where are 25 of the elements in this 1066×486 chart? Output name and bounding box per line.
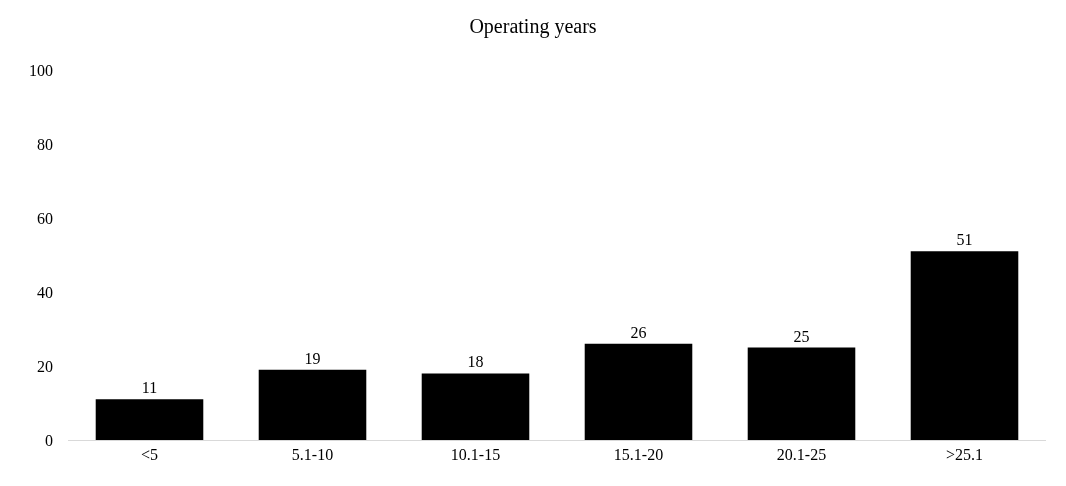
y-tick-label: 100 [29,61,53,79]
x-tick-label: 5.1-10 [291,446,334,464]
bar [95,399,204,440]
y-tick-label: 40 [37,283,53,301]
bar [910,251,1019,440]
data-label: 25 [793,327,810,345]
y-tick-label: 80 [37,135,53,153]
x-tick-label: <5 [140,446,159,464]
y-tick-label: 60 [37,209,53,227]
bar [747,347,856,440]
bar [421,373,530,440]
bar [584,343,693,440]
x-tick-label: >25.1 [945,446,984,464]
x-tick-label: 15.1-20 [613,446,664,464]
data-label: 19 [304,349,321,367]
data-label: 26 [630,323,647,341]
x-tick-label: 10.1-15 [450,446,501,464]
y-tick-label: 20 [37,357,53,375]
data-label: 11 [141,379,158,397]
bar [258,369,367,440]
data-label: 51 [956,231,973,249]
x-tick-label: 20.1-25 [776,446,827,464]
y-tick-label: 0 [45,431,53,449]
data-label: 18 [467,353,484,371]
chart-title: Operating years [469,15,597,39]
